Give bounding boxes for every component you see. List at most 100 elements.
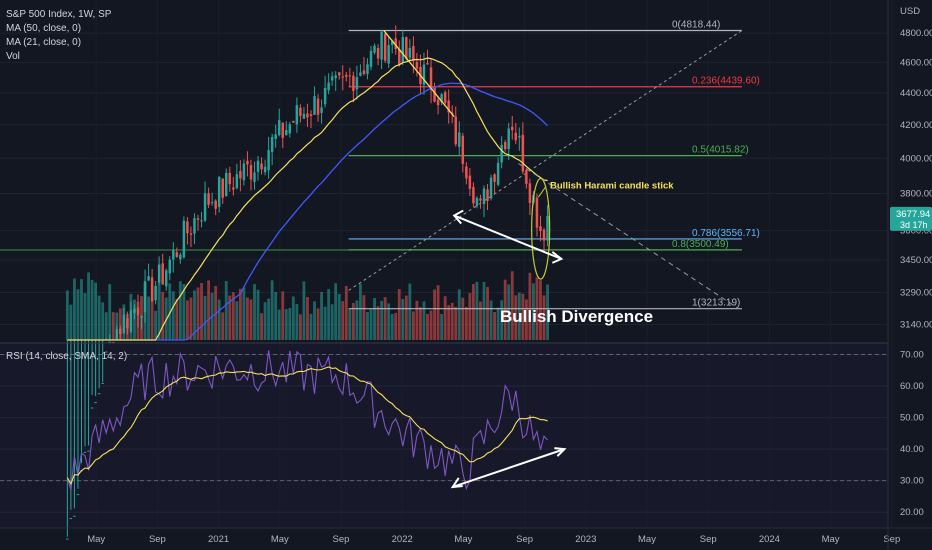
- candle-body: [539, 226, 542, 232]
- candle-body: [292, 120, 295, 123]
- volume-bar: [214, 285, 218, 340]
- volume-bar: [471, 283, 475, 340]
- candle-body: [260, 163, 263, 170]
- volume-bar: [433, 289, 436, 340]
- candle-body: [546, 215, 549, 241]
- candle-body: [140, 315, 143, 318]
- rsi-ma-line: [66, 366, 548, 486]
- candle-body: [352, 75, 355, 92]
- volume-bar: [200, 282, 203, 340]
- volume-bar: [118, 308, 122, 340]
- candle-body: [359, 72, 362, 76]
- candle-body: [337, 72, 341, 76]
- volume-bar: [387, 303, 391, 340]
- ma21-line: [67, 57, 548, 341]
- rsi-legend-label[interactable]: RSI (14, close, SMA, 14, 2): [6, 351, 128, 362]
- volume-bar: [90, 279, 94, 340]
- candle-body: [157, 264, 161, 283]
- volume-bar: [454, 306, 458, 340]
- arrow-head: [554, 447, 567, 457]
- candle-body: [475, 197, 479, 206]
- volume-bar: [351, 302, 355, 340]
- volume-bar: [168, 283, 172, 340]
- candle-body: [316, 98, 320, 115]
- volume-bar: [256, 289, 260, 340]
- volume-bar: [503, 279, 507, 340]
- candle-body: [115, 329, 119, 340]
- volume-bar: [464, 306, 468, 340]
- volume-bar: [380, 300, 384, 340]
- last-price-badge: [890, 206, 932, 231]
- volume-bar: [260, 313, 263, 340]
- fib-level-label: 0.236(4439.60): [692, 76, 760, 87]
- fib-level-label: 1(3213.19): [692, 298, 740, 309]
- candle-body: [302, 113, 306, 119]
- volume-bar: [514, 295, 518, 340]
- candle-body: [253, 172, 256, 182]
- candle-body: [235, 174, 239, 189]
- volume-legend[interactable]: Vol: [6, 51, 20, 62]
- volume-bar: [277, 309, 281, 340]
- volume-bar: [150, 300, 154, 340]
- time-tick-label: Sep: [883, 534, 900, 545]
- candle-body: [440, 94, 443, 103]
- volume-bars: [65, 271, 549, 340]
- candle-body: [168, 259, 171, 274]
- volume-bar: [510, 271, 514, 340]
- fib-trend-line: [348, 30, 743, 291]
- volume-bar: [196, 287, 200, 340]
- symbol-title[interactable]: S&P 500 Index, 1W, SP: [6, 9, 112, 20]
- volume-bar: [419, 307, 422, 340]
- candle-body: [277, 120, 281, 136]
- candle-body: [380, 31, 383, 60]
- volume-bar: [147, 296, 150, 340]
- volume-bar: [157, 283, 161, 340]
- price-tick-label: 3600.00: [900, 226, 932, 237]
- price-tick-label: 3800.00: [900, 189, 932, 200]
- volume-bar: [521, 293, 525, 340]
- volume-bar: [496, 307, 500, 340]
- volume-bar: [500, 300, 504, 340]
- candle-body: [189, 233, 193, 235]
- candle-body: [119, 328, 122, 335]
- candle-body: [101, 382, 104, 384]
- volume-bar: [397, 289, 401, 340]
- volume-bar: [291, 296, 295, 340]
- candle-body: [535, 197, 539, 228]
- volume-bar: [482, 281, 486, 340]
- time-tick-label: Sep: [333, 534, 350, 545]
- time-tick-label: May: [822, 534, 840, 545]
- volume-bar: [228, 295, 232, 340]
- ma50-legend[interactable]: MA (50, close, 0): [6, 23, 82, 34]
- volume-bar: [323, 306, 327, 340]
- candle-body: [405, 37, 408, 59]
- candle-body: [203, 193, 207, 221]
- currency-label: USD: [900, 6, 920, 17]
- candle-body: [90, 407, 94, 409]
- volume-bar: [415, 300, 419, 340]
- candle-body: [210, 202, 214, 204]
- volume-bar: [373, 298, 376, 340]
- candle-body: [323, 87, 327, 105]
- candle-body: [341, 76, 345, 78]
- volume-bar: [362, 295, 366, 340]
- candle-body: [376, 47, 380, 59]
- volume-bar: [486, 286, 489, 340]
- volume-bar: [320, 291, 323, 340]
- candle-body: [94, 402, 97, 404]
- candle-body: [394, 38, 397, 50]
- time-tick-label: Sep: [149, 534, 166, 545]
- candle-body: [433, 86, 436, 102]
- candle-body: [514, 132, 518, 141]
- volume-bar: [447, 305, 451, 340]
- volume-bar: [341, 301, 345, 340]
- candle-body: [542, 229, 546, 241]
- candle-body: [232, 187, 235, 190]
- ma21-legend[interactable]: MA (21, close, 0): [6, 37, 82, 48]
- time-tick-label: 2022: [392, 534, 413, 545]
- rsi-tick-label: 70.00: [900, 349, 924, 360]
- arrow-head: [450, 477, 463, 489]
- volume-bar: [479, 301, 482, 340]
- volume-bar: [94, 282, 98, 340]
